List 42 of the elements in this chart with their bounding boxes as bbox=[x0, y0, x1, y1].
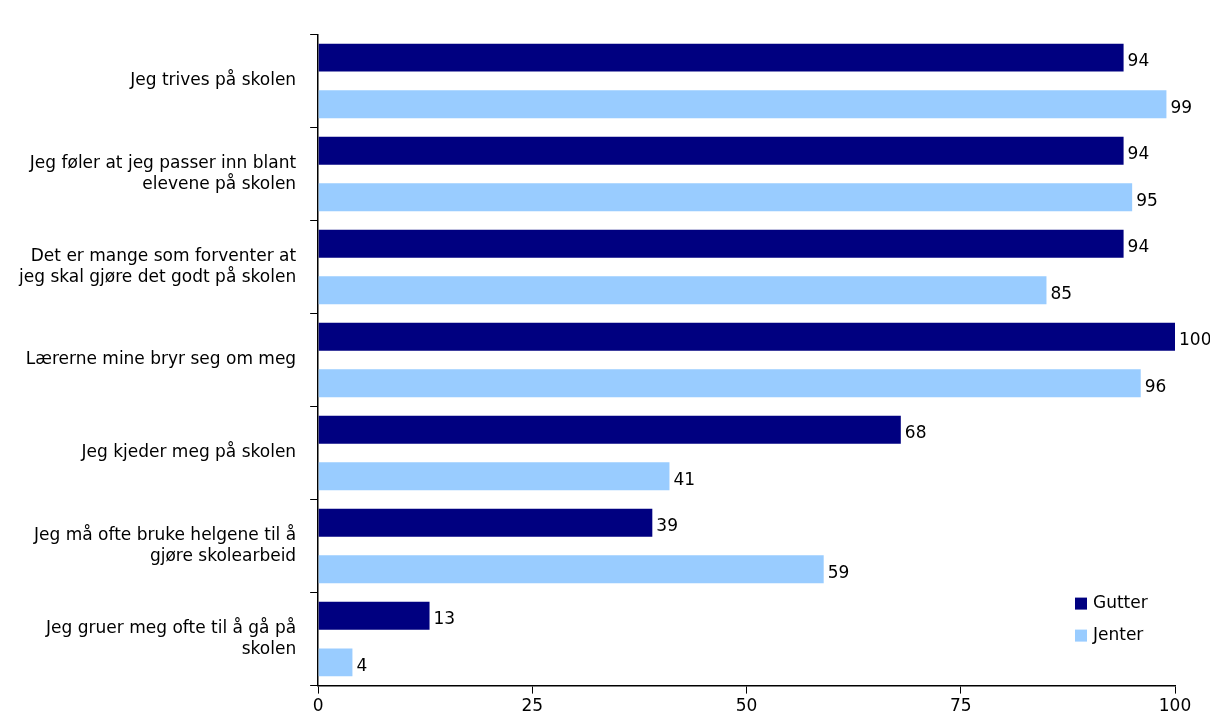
data-label: 100 bbox=[1179, 329, 1210, 350]
legend-label: Jenter bbox=[1092, 624, 1144, 645]
bar bbox=[318, 136, 1124, 165]
bar bbox=[318, 322, 1175, 351]
bar bbox=[318, 648, 353, 677]
data-label: 68 bbox=[904, 422, 927, 443]
data-label: 96 bbox=[1144, 375, 1167, 396]
y-tick-label: Jeg føler at jeg passer inn blant elevene på skolen bbox=[28, 152, 297, 193]
bar bbox=[318, 555, 824, 584]
y-tick-label: Jeg kjeder meg på skolen bbox=[80, 441, 297, 462]
bar bbox=[318, 369, 1141, 398]
bar bbox=[318, 43, 1124, 72]
data-label: 39 bbox=[656, 515, 678, 536]
bar bbox=[318, 276, 1047, 305]
data-label: 94 bbox=[1127, 236, 1150, 257]
x-tick-label: 100 bbox=[1158, 695, 1192, 716]
data-label: 99 bbox=[1170, 96, 1193, 117]
bar bbox=[318, 90, 1167, 119]
y-tick-label: Jeg gruer meg ofte til å gå på skolen bbox=[45, 617, 297, 658]
data-label: 13 bbox=[433, 608, 456, 629]
bar bbox=[318, 462, 670, 491]
data-label: 85 bbox=[1050, 282, 1073, 303]
y-tick-label: Det er mange som forventer at jeg skal gjøre det godt på skolen bbox=[18, 245, 297, 286]
bar bbox=[318, 601, 430, 630]
bar bbox=[318, 415, 901, 444]
bar bbox=[318, 229, 1124, 258]
legend-label: Gutter bbox=[1093, 592, 1148, 613]
data-label: 94 bbox=[1127, 50, 1150, 71]
x-tick-label: 50 bbox=[735, 695, 758, 716]
y-tick-label: Jeg trives på skolen bbox=[129, 69, 297, 90]
y-tick-label: Lærerne mine bryr seg om meg bbox=[25, 348, 297, 369]
bar bbox=[318, 508, 653, 537]
x-tick-label: 25 bbox=[521, 695, 544, 716]
y-tick-label: Jeg må ofte bruke helgene til å gjøre skolearbeid bbox=[33, 524, 297, 565]
x-tick-label: 75 bbox=[949, 695, 972, 716]
data-label: 41 bbox=[673, 468, 696, 489]
x-tick-label: 0 bbox=[312, 695, 324, 716]
data-label: 94 bbox=[1127, 143, 1150, 164]
data-label: 4 bbox=[356, 654, 368, 675]
data-label: 95 bbox=[1136, 189, 1158, 210]
data-label: 59 bbox=[827, 561, 850, 582]
bar bbox=[318, 183, 1133, 212]
